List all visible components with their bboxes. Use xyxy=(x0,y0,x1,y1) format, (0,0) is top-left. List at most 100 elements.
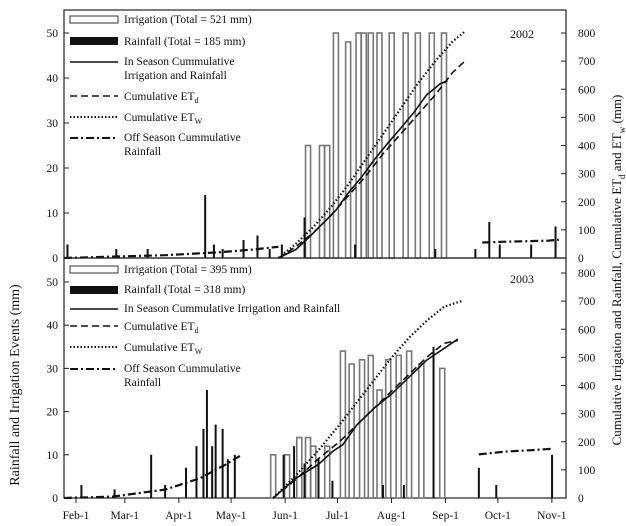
right-tick-label: 700 xyxy=(578,56,596,68)
rainfall-bar xyxy=(164,485,167,498)
right-tick-label: 300 xyxy=(578,169,596,181)
rainfall-bar xyxy=(195,446,198,498)
rainfall-bar xyxy=(221,249,224,258)
irrigation-bar xyxy=(360,32,368,259)
left-tick-label: 40 xyxy=(47,73,59,85)
left-tick-label: 20 xyxy=(47,163,59,175)
irrigation-bar xyxy=(344,41,352,259)
rainfall-bar xyxy=(113,489,116,498)
legend-rainfall: Rainfall (Total = 185 mm) xyxy=(124,36,245,48)
rainfall-bar xyxy=(115,249,118,258)
right-tick-label: 100 xyxy=(578,225,596,237)
irrigation-bar xyxy=(283,453,291,499)
right-tick-label: 600 xyxy=(578,84,596,96)
rainfall-bar xyxy=(474,249,477,258)
irrigation-bar xyxy=(438,367,446,499)
rainfall-bar xyxy=(303,463,306,498)
x-tick-label: Apr-1 xyxy=(165,510,192,522)
rainfall-bar xyxy=(204,195,207,258)
off-season-rainfall-line xyxy=(482,238,560,244)
legend-etd: Cumulative ETd xyxy=(124,321,199,335)
rainfall-bar xyxy=(242,240,245,258)
rainfall-bar xyxy=(498,244,501,258)
right-tick-label: 100 xyxy=(578,465,596,477)
legend-in-season-1: In Season Cummulative xyxy=(124,56,235,68)
irrigation-bar xyxy=(440,32,448,259)
right-tick-label: 200 xyxy=(578,437,596,449)
irrigation-bar xyxy=(323,144,331,259)
y-right-axis-label-sub-d: d xyxy=(617,174,626,179)
right-tick-label: 600 xyxy=(578,324,596,336)
right-tick-label: 800 xyxy=(578,268,596,280)
rainfall-bar xyxy=(554,226,557,258)
legend-off-season-2: Rainfall xyxy=(124,377,161,389)
rainfall-bar xyxy=(256,235,259,258)
rainfall-bar xyxy=(214,424,217,498)
right-tick-label: 500 xyxy=(578,112,596,124)
cumulative-in-season-line xyxy=(272,338,459,499)
irrigation-bar xyxy=(358,358,366,499)
legend-swatch-irrigation xyxy=(69,265,119,274)
left-tick-label: 50 xyxy=(47,277,59,289)
irrigation-bar xyxy=(384,358,392,499)
right-tick-label: 700 xyxy=(578,296,596,308)
bars-2003 xyxy=(80,346,554,499)
y-right-axis-label: Cumulative Irrigation and Rainfall, Cumu… xyxy=(609,95,626,446)
rainfall-bar xyxy=(282,454,285,498)
y-right-axis-label-unit: (mm) xyxy=(609,95,624,127)
irrigation-bar xyxy=(405,350,413,499)
right-tick-label: 800 xyxy=(578,28,596,40)
rainfall-bar xyxy=(221,428,224,498)
irrigation-bar xyxy=(296,436,303,499)
irrigation-bar xyxy=(309,445,317,499)
legend-2002: Irrigation (Total = 521 mm) Rainfall (To… xyxy=(69,14,252,158)
panel-label-2003: 2003 xyxy=(510,272,534,286)
left-ticks-2003: 0 10 20 30 40 50 xyxy=(47,277,69,505)
irrigation-bar xyxy=(367,354,375,499)
y-left-axis-label: Rainfall and Irrigation Events (mm) xyxy=(8,284,23,486)
irrigation-bar xyxy=(402,32,409,259)
legend-etw-main: Cumulative ET xyxy=(124,112,195,124)
legend-etw-sub: W xyxy=(195,347,203,356)
legend-etd-sub: d xyxy=(195,96,199,105)
legend-etd: Cumulative ETd xyxy=(124,91,199,105)
rainfall-bar xyxy=(354,244,357,258)
rainfall-bar xyxy=(146,249,149,258)
rainfall-bar xyxy=(495,485,498,498)
x-tick-label: Jun-1 xyxy=(272,510,298,522)
right-tick-label: 200 xyxy=(578,197,596,209)
panel-2002: 0 10 20 30 40 50 0 100 200 300 400 500 600 700 800 20… xyxy=(47,9,596,265)
legend-2003: Irrigation (Total = 395 mm) Rainfall (To… xyxy=(69,264,340,389)
rainfall-bar xyxy=(280,244,283,258)
rainfall-bar xyxy=(303,217,306,258)
legend-off-season-2: Rainfall xyxy=(124,146,161,158)
y-right-axis-label-main: Cumulative Irrigation and Rainfall, Cumu… xyxy=(609,179,624,445)
right-tick-label: 0 xyxy=(578,253,584,265)
rainfall-bar xyxy=(202,428,205,498)
right-ticks-2002: 0 100 200 300 400 500 600 700 800 xyxy=(561,28,596,265)
legend-etd-main: Cumulative ET xyxy=(124,321,195,333)
left-tick-label: 50 xyxy=(47,28,59,40)
irrigation-bar xyxy=(269,453,277,499)
left-tick-label: 40 xyxy=(47,320,59,332)
lines-2003 xyxy=(63,300,553,500)
irrigation-bar xyxy=(318,144,326,259)
cumulative-etw-line xyxy=(272,300,462,499)
x-tick-label: Mar-1 xyxy=(111,510,140,522)
right-tick-label: 400 xyxy=(578,381,596,393)
legend-swatch-rainfall xyxy=(70,286,118,294)
x-tick-label: Aug-1 xyxy=(377,510,407,522)
rainfall-bar xyxy=(293,446,296,498)
x-tick-label: Oct-1 xyxy=(485,510,511,522)
irrigation-bar xyxy=(304,144,312,259)
x-tick-label: May-1 xyxy=(216,510,247,522)
rainfall-bar xyxy=(150,454,153,498)
right-tick-label: 0 xyxy=(578,493,584,505)
x-axis-ticks: Feb-1 Mar-1 Apr-1 May-1 Jun-1 Jul-1 Aug-1 Sep-1… xyxy=(63,498,567,522)
legend-off-season-1: Off Season Cummulative xyxy=(124,132,241,144)
left-tick-label: 30 xyxy=(47,363,59,375)
right-tick-label: 400 xyxy=(578,141,596,153)
legend-irrigation: Irrigation (Total = 395 mm) xyxy=(124,264,252,276)
legend-swatch-rainfall xyxy=(70,37,118,45)
x-tick-label: Nov-1 xyxy=(537,510,567,522)
